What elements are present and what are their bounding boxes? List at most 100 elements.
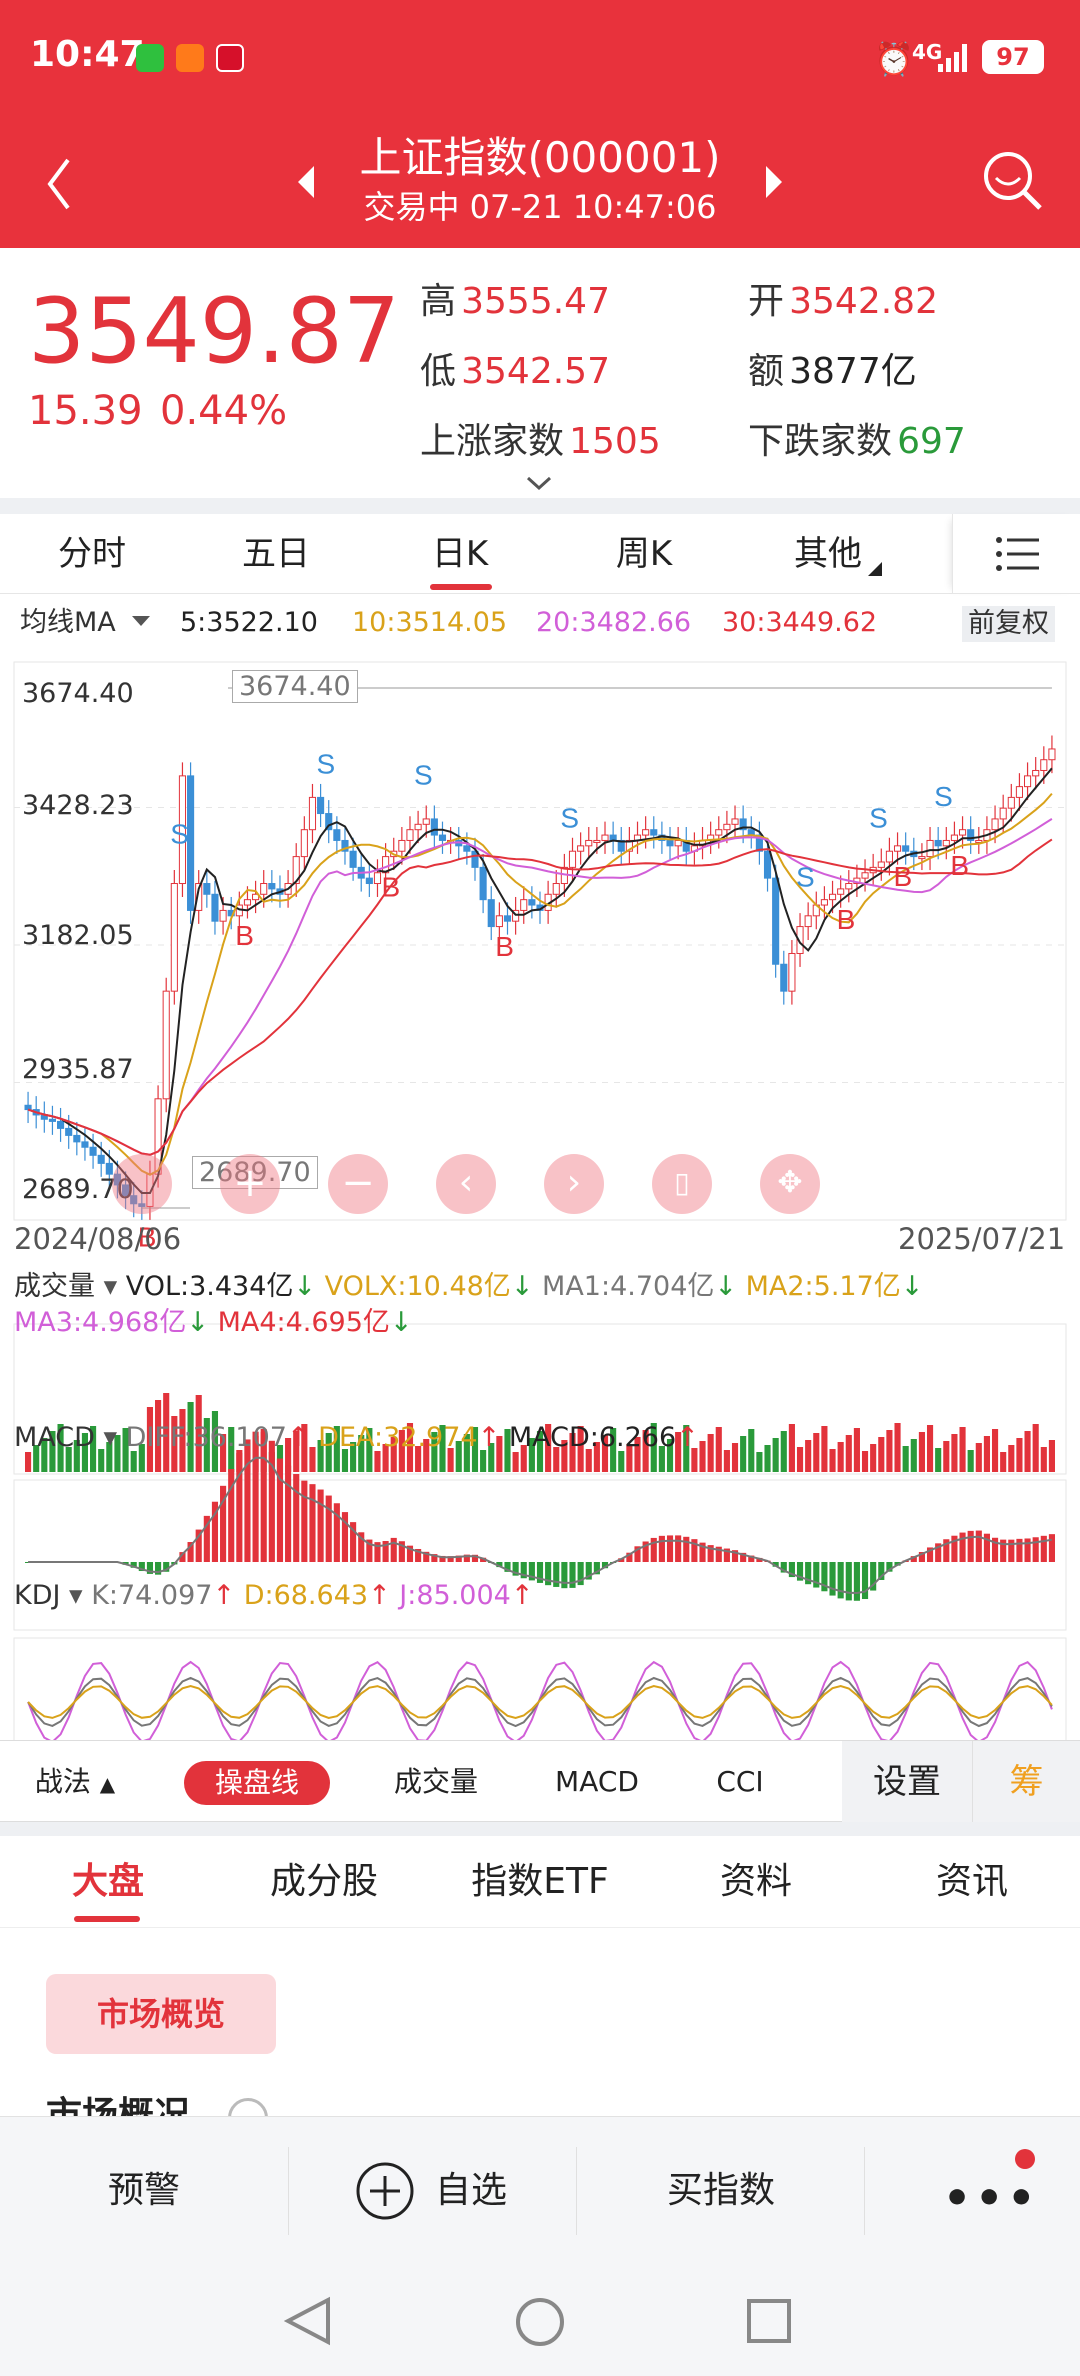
tab-volume-indicator[interactable]: 成交量 [393, 1765, 478, 1798]
volume-bar [130, 1451, 137, 1472]
volume-dropdown-icon[interactable]: ▾ [95, 1271, 126, 1302]
more-button[interactable]: ••• [865, 2117, 1080, 2265]
tab-news[interactable]: 资讯 [935, 1861, 1008, 1902]
volume-panel-selector[interactable]: 成交量 [14, 1271, 95, 1302]
zoom-in-plus-icon[interactable]: + [220, 1154, 280, 1214]
volume-bar [439, 1425, 446, 1472]
macd-bar [536, 1562, 544, 1583]
tab-other[interactable]: 其他 [794, 534, 862, 574]
scroll-left-icon[interactable]: ‹ [436, 1154, 496, 1214]
zoom-out-icon[interactable]: − [328, 1154, 388, 1214]
macd-panel-selector[interactable]: MACD [14, 1422, 95, 1453]
volume-bar [488, 1443, 495, 1472]
volume-bar [918, 1432, 925, 1472]
macd-bar [829, 1562, 836, 1596]
candle-body [219, 909, 227, 922]
tab-constituents[interactable]: 成分股 [269, 1861, 378, 1902]
rotate-icon[interactable]: ▯ [652, 1154, 712, 1214]
macd-bar [187, 1542, 194, 1562]
volume-bar [870, 1444, 877, 1472]
candle-body [934, 839, 942, 847]
market-overview-chip[interactable]: 市场概览 [46, 1974, 276, 2054]
active-subtab-indicator [74, 1916, 140, 1922]
volume-bar [480, 1450, 487, 1472]
settings-button[interactable]: 设置 [842, 1741, 972, 1823]
low-value: 3542.57 [461, 351, 610, 392]
volume-bar [731, 1443, 739, 1472]
down-count-label: 下跌家数 [748, 421, 893, 462]
back-icon[interactable] [44, 154, 74, 214]
up-arrow-icon: ↑ [676, 1422, 699, 1453]
tab-index-etf[interactable]: 指数ETF [471, 1861, 609, 1902]
back-nav-icon[interactable] [284, 2296, 332, 2346]
divider [864, 2147, 865, 2235]
scroll-right-icon[interactable]: › [544, 1154, 604, 1214]
candle-body [487, 899, 495, 928]
recents-nav-icon[interactable] [746, 2298, 792, 2344]
home-nav-icon[interactable] [514, 2296, 566, 2348]
candle-body [788, 952, 796, 992]
volume-bar [423, 1439, 430, 1472]
macd-dropdown-icon[interactable]: ▾ [94, 1422, 126, 1453]
volume-bar [276, 1445, 284, 1472]
tab-dapan[interactable]: 大盘 [71, 1861, 144, 1902]
tab-caopanxian[interactable]: 操盘线 [184, 1761, 330, 1805]
alert-button[interactable]: 预警 [107, 2170, 180, 2211]
prev-stock-icon[interactable] [296, 164, 316, 200]
sell-signal-label: S [170, 819, 189, 850]
candle-body [828, 893, 837, 901]
macd-bar [325, 1495, 332, 1562]
candle-body [48, 1118, 57, 1122]
candle-body [552, 883, 560, 895]
kdj-dropdown-icon[interactable]: ▾ [60, 1580, 92, 1611]
buy-index-button[interactable]: 买指数 [666, 2170, 775, 2211]
tab-rik[interactable]: 日K [431, 534, 489, 574]
volume-bar [195, 1395, 202, 1472]
expand-chevron-icon[interactable] [524, 474, 554, 492]
macd-bar [1016, 1538, 1023, 1562]
sell-signal-label: S [414, 759, 433, 790]
macd-bar [341, 1512, 349, 1562]
stat-down-count: 下跌家数 697 [748, 412, 966, 464]
search-icon[interactable] [980, 148, 1044, 212]
macd-bar [528, 1562, 535, 1581]
tab-fenshi[interactable]: 分时 [58, 534, 126, 574]
chips-button[interactable]: 筹 [972, 1741, 1080, 1823]
tab-cci-indicator[interactable]: CCI [716, 1765, 764, 1798]
tab-macd-indicator[interactable]: MACD [555, 1765, 639, 1798]
tab-profile[interactable]: 资料 [719, 1861, 792, 1902]
macd-panel-frame [13, 1479, 1067, 1631]
macd-bar [707, 1545, 714, 1562]
volume-bar [715, 1427, 722, 1472]
volume-bar [707, 1434, 714, 1472]
adjust-button[interactable]: 前复权 [962, 606, 1055, 642]
candle-body [178, 775, 187, 885]
ma-dropdown-icon[interactable] [132, 616, 150, 628]
candle-body [926, 839, 934, 858]
macd-bar [821, 1562, 828, 1592]
volume-bar [691, 1448, 698, 1472]
tab-zhouk[interactable]: 周K [615, 534, 673, 574]
candle-body [406, 829, 414, 841]
candle-body [382, 856, 390, 874]
buy-signal-label: B [382, 872, 401, 903]
volume-bar [65, 1447, 72, 1472]
macd-bar [813, 1562, 820, 1588]
ma-selector[interactable]: 均线MA [20, 607, 116, 638]
fullscreen-icon[interactable]: ✥ [760, 1154, 820, 1214]
period-tabs: 分时 五日 日K 周K 其他 [0, 514, 1080, 594]
volume-bar [73, 1440, 80, 1472]
next-stock-icon[interactable] [764, 164, 784, 200]
macd-bar [520, 1562, 527, 1579]
chart-settings-button[interactable] [952, 514, 1080, 594]
zoom-in-icon[interactable] [112, 1154, 172, 1214]
volume-bar [991, 1429, 999, 1472]
zhanfa-button[interactable]: 战法 ▲ [20, 1741, 130, 1823]
volume-bar [285, 1438, 292, 1472]
kdj-panel-selector[interactable]: KDJ [14, 1580, 61, 1611]
open-value: 3542.82 [789, 281, 938, 322]
add-watchlist-button[interactable]: 自选 [289, 2117, 577, 2265]
tab-wuri[interactable]: 五日 [242, 534, 310, 574]
candle-body [325, 813, 333, 831]
